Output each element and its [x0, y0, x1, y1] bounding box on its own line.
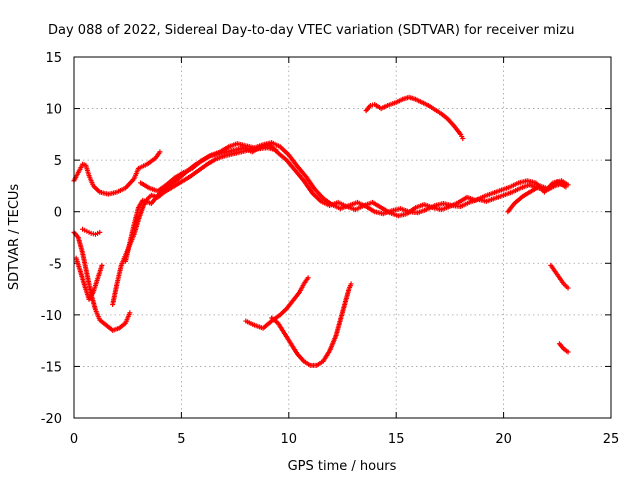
y-tick-label: -5	[49, 257, 62, 272]
series-track-2	[72, 230, 133, 333]
grid-lines	[74, 57, 611, 418]
chart-title: Day 088 of 2022, Sidereal Day-to-day VTE…	[48, 23, 574, 38]
x-tick-label: 20	[495, 432, 512, 447]
x-tick-label: 0	[70, 432, 78, 447]
series-track-6	[123, 140, 566, 264]
y-tick-label: 10	[45, 103, 62, 118]
x-axis-label: GPS time / hours	[288, 459, 397, 474]
series-track-10	[269, 281, 353, 367]
x-tick-label: 15	[388, 432, 405, 447]
y-tick-label: 15	[45, 51, 62, 66]
data-points	[72, 95, 571, 368]
x-tick-label: 5	[177, 432, 185, 447]
y-tick-label: -15	[41, 360, 62, 375]
sdtvar-chart: Day 088 of 2022, Sidereal Day-to-day VTE…	[0, 0, 640, 480]
series-track-4	[80, 227, 102, 237]
series-track-12	[548, 263, 570, 291]
y-tick-label: -10	[41, 309, 62, 324]
series-track-7	[138, 142, 570, 218]
y-axis-label: SDTVAR / TECUs	[7, 184, 22, 291]
y-tick-label: 0	[54, 206, 62, 221]
y-tick-label: 5	[54, 154, 62, 169]
x-tick-label: 25	[603, 432, 620, 447]
series-track-8	[364, 95, 466, 141]
series-track-13	[557, 341, 571, 354]
y-tick-label: -20	[41, 412, 62, 427]
x-tick-label: 10	[281, 432, 298, 447]
plot-frame	[74, 57, 611, 418]
